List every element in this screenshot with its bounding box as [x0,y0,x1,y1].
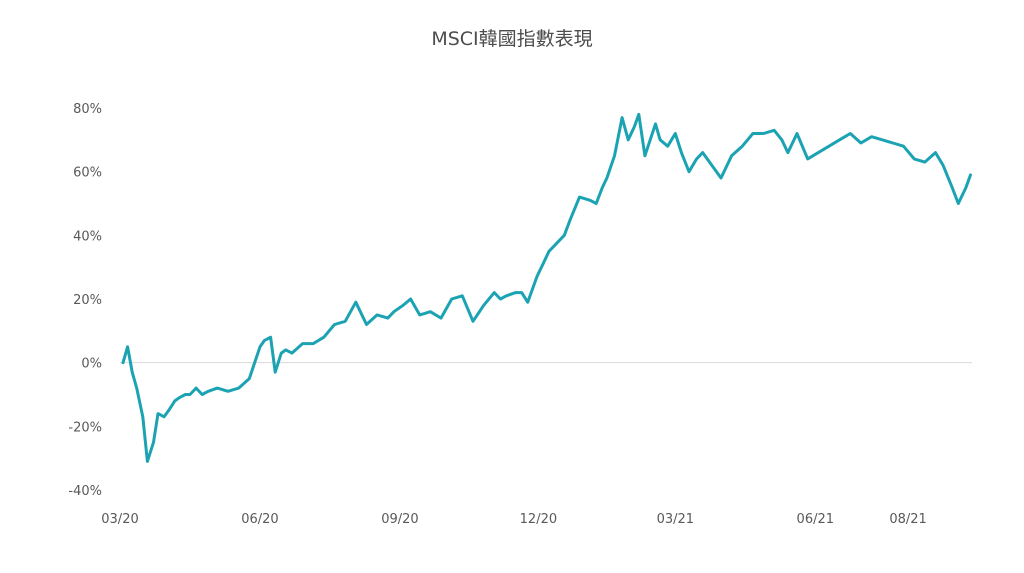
y-tick-label: 60% [73,166,102,181]
y-tick-label: 20% [73,293,102,308]
x-tick-label: 09/20 [381,512,418,527]
y-tick-label: -20% [68,420,102,435]
y-tick-label: 80% [73,102,102,117]
y-tick-label: 0% [81,357,102,372]
x-axis-tick-labels: 03/20 06/20 09/20 12/20 03/21 06/21 08/21 [101,512,927,527]
x-tick-label: 03/20 [101,512,138,527]
x-tick-label: 12/20 [520,512,557,527]
x-tick-label: 06/21 [797,512,834,527]
series-line [121,112,972,463]
x-tick-label: 03/21 [657,512,694,527]
chart-title: MSCI韓國指數表現 [431,28,593,50]
series-group [121,112,972,463]
x-tick-label: 06/20 [241,512,278,527]
x-tick-label: 08/21 [889,512,926,527]
y-axis-tick-labels: 80% 60% 40% 20% 0% -20% -40% [68,102,102,499]
y-tick-label: 40% [73,229,102,244]
y-tick-label: -40% [68,484,102,499]
